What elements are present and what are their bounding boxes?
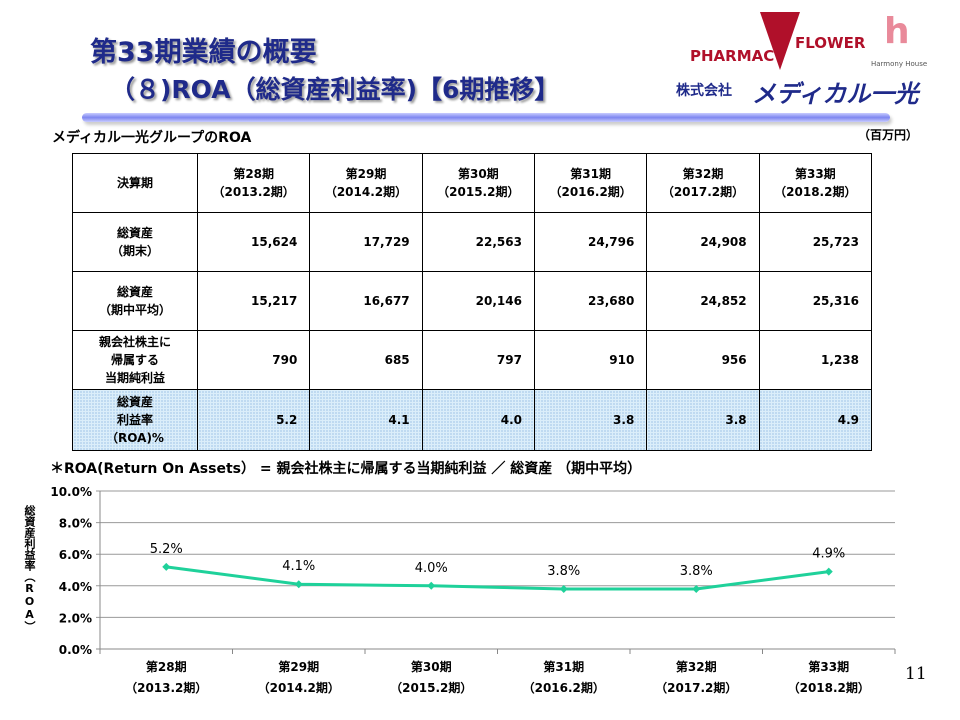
x-tick-label: 第30期 <box>411 659 452 674</box>
roa-formula: ＊ROA(Return On Assets） = 親会社株主に帰属する当期純利益… <box>50 461 642 477</box>
column-header-period: 第32期 <box>682 167 724 181</box>
data-point <box>294 580 303 589</box>
table-cell: 3.8 <box>533 389 648 451</box>
y-axis-label: 総資産利益率（ROA） <box>23 505 36 632</box>
table-cell: 4.1 <box>309 389 423 451</box>
column-header-period: 第29期 <box>345 167 387 181</box>
row-label-line: 総資産 <box>116 285 153 299</box>
y-tick-label: 2.0% <box>59 611 92 625</box>
x-tick-label: 第32期 <box>676 659 717 674</box>
table-row: 総資産 （期中平均） 15,217 16,677 20,146 23,680 24,852 2… <box>72 271 873 331</box>
harmony-house-logo-icon: h <box>884 12 910 52</box>
table-cell: 20,146 <box>421 271 535 331</box>
unit-label: （百万円） <box>858 128 919 142</box>
row-label-line: 利益率 <box>116 413 153 427</box>
row-label-line: 帰属する <box>110 353 159 367</box>
data-label: 3.8% <box>680 564 713 579</box>
data-label: 5.2% <box>150 542 183 557</box>
column-header: 第30期 （2015.2期） <box>421 153 535 213</box>
table-cell: 15,217 <box>196 271 311 331</box>
table-cell: 24,796 <box>533 212 648 272</box>
page-title: 第33期業績の概要 <box>90 37 317 68</box>
section-title: メディカル一光グループのROA <box>52 130 252 146</box>
row-label: 総資産 （期中平均） <box>72 271 198 331</box>
data-point <box>427 581 436 590</box>
column-header: 第33期 （2018.2期） <box>758 153 873 213</box>
x-tick-label: （2013.2期） <box>125 680 207 695</box>
column-header-year: （2014.2期） <box>324 185 408 199</box>
column-header-period: 第31期 <box>570 167 611 181</box>
table-cell: 4.9 <box>758 389 873 451</box>
logo-harmony-house: Harmony House <box>871 60 928 68</box>
table-header-row: 決算期 第28期 （2013.2期） 第29期 （2014.2期） 第30期 （2015.2… <box>72 153 873 213</box>
x-tick-label: （2016.2期） <box>523 680 605 695</box>
data-label: 3.8% <box>547 564 580 579</box>
table-cell: 25,723 <box>758 212 873 272</box>
row-label-line: （ROA)% <box>106 431 164 445</box>
y-tick-label: 0.0% <box>59 643 92 657</box>
row-label: 親会社株主に 帰属する当期純利益 <box>72 330 198 390</box>
x-tick-label: （2018.2期） <box>788 680 870 695</box>
column-header-year: （2016.2期） <box>549 185 632 199</box>
table-row: 総資産 利益率 （ROA)% 5.2 4.1 4.0 3.8 3.8 4.9 <box>72 389 873 451</box>
data-point <box>692 584 701 593</box>
column-header-period: 決算期 <box>116 176 153 190</box>
column-header-period: 第28期 <box>233 167 275 181</box>
data-label: 4.9% <box>812 547 845 562</box>
column-header-year: （2015.2期） <box>437 185 520 199</box>
logo-flower: FLOWER <box>795 34 866 52</box>
row-label-line: 総資産 <box>116 226 153 240</box>
title-divider <box>82 113 890 122</box>
data-point <box>162 562 171 571</box>
flower-logo-icon <box>760 12 800 70</box>
y-tick-label: 8.0% <box>59 517 92 531</box>
x-tick-label: （2017.2期） <box>655 680 737 695</box>
column-header-year: （2017.2期） <box>661 185 745 199</box>
column-header: 第31期 （2016.2期） <box>533 153 648 213</box>
row-label-line: 親会社株主に <box>98 335 171 349</box>
column-header-period: 第30期 <box>457 167 499 181</box>
table-cell: 685 <box>309 330 423 390</box>
row-label-line: （期中平均） <box>98 303 171 317</box>
column-header-period: 第33期 <box>794 167 836 181</box>
column-header: 第29期 （2014.2期） <box>309 153 423 213</box>
x-tick-label: 第33期 <box>808 659 849 674</box>
column-header-year: （2018.2期） <box>774 185 857 199</box>
roa-series-line <box>166 565 829 591</box>
table-cell: 22,563 <box>421 212 535 272</box>
table-cell: 5.2 <box>196 389 311 451</box>
table-cell: 24,852 <box>646 271 760 331</box>
row-label: 総資産利益率 （ROA)% <box>72 389 198 451</box>
table-cell: 1,238 <box>758 330 873 390</box>
company-prefix: 株式会社 <box>676 83 732 99</box>
data-point <box>824 567 833 576</box>
y-tick-label: 4.0% <box>59 580 92 594</box>
data-label: 4.0% <box>415 561 448 576</box>
column-header-year: （2013.2期） <box>212 185 295 199</box>
row-label-line: （期末） <box>110 244 159 258</box>
y-tick-label: 10.0% <box>50 485 92 499</box>
x-tick-label: （2014.2期） <box>258 680 340 695</box>
data-label: 4.1% <box>282 559 315 574</box>
company-name-logo: メディカル一光 <box>752 80 919 108</box>
row-label-line: 当期純利益 <box>104 371 165 385</box>
page-subtitle: （８)ROA（総資産利益率)【6期推移】 <box>110 75 560 104</box>
table-cell: 17,729 <box>309 212 423 272</box>
table-cell: 790 <box>196 330 311 390</box>
x-tick-label: （2015.2期） <box>390 680 472 695</box>
page-number: 11 <box>905 664 927 684</box>
row-label-line: 総資産 <box>116 395 153 409</box>
logo-pharmac: PHARMAC <box>690 47 775 65</box>
roa-table: 決算期 第28期 （2013.2期） 第29期 （2014.2期） 第30期 （2015.2… <box>72 153 873 451</box>
x-tick-label: 第29期 <box>278 659 319 674</box>
table-cell: 4.0 <box>421 389 535 451</box>
table-cell: 25,316 <box>758 271 873 331</box>
y-tick-label: 6.0% <box>59 548 92 562</box>
table-cell: 3.8 <box>646 389 760 451</box>
data-point <box>559 584 568 593</box>
x-tick-label: 第31期 <box>543 659 584 674</box>
table-row: 総資産 （期末） 15,624 17,729 22,563 24,796 24,908 25,… <box>72 212 873 272</box>
x-tick-label: 第28期 <box>146 659 187 674</box>
